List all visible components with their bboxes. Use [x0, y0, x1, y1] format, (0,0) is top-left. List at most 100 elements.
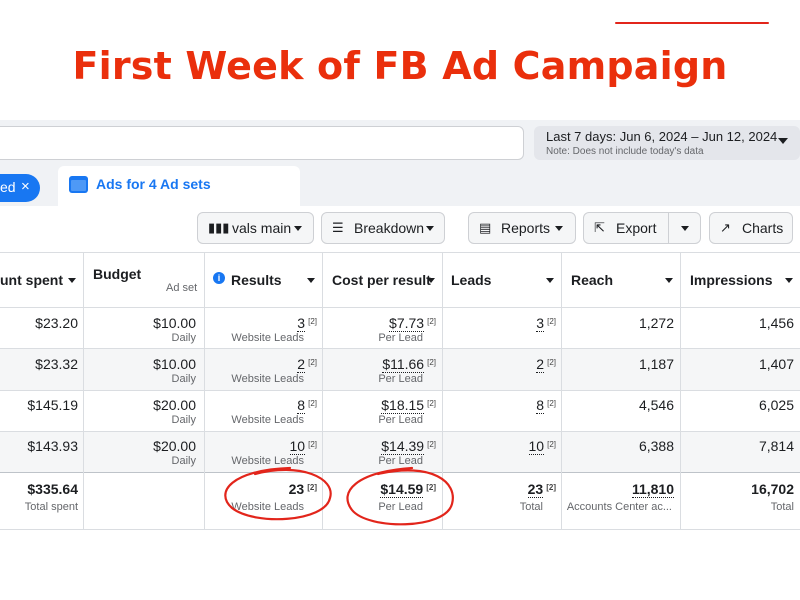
charts-label: Charts: [742, 220, 784, 236]
impressions-cell: 1,456: [758, 315, 794, 331]
column-header-reach[interactable]: Reach: [571, 272, 614, 288]
export-icon: ⇱: [594, 220, 605, 235]
budget-cell: $10.00: [153, 315, 196, 331]
cost-type-label: Per Lead: [378, 455, 423, 467]
reports-button[interactable]: ▤ Reports: [468, 212, 576, 244]
budget-cell: $20.00: [153, 397, 196, 413]
top-bar: Last 7 days: Jun 6, 2024 – Jun 12, 2024 …: [0, 120, 800, 166]
cost-per-result-cell[interactable]: $7.73 [2]: [389, 315, 436, 332]
amount-spent-cell: $23.20: [35, 315, 78, 331]
reach-cell: 6,388: [638, 438, 674, 454]
results-cell[interactable]: 10 [2]: [289, 438, 317, 455]
cost-type-label: Per Lead: [378, 332, 423, 344]
cost-per-result-cell[interactable]: $18.15 [2]: [381, 397, 436, 414]
total-results-label: Website Leads: [231, 501, 304, 513]
sort-caret-icon[interactable]: [665, 278, 673, 283]
columns-icon: ▮▮▮: [208, 220, 230, 235]
divider: [442, 252, 443, 530]
leads-cell[interactable]: 8 [2]: [536, 397, 556, 414]
leads-cell[interactable]: 10 [2]: [528, 438, 556, 455]
date-range-label: Last 7 days: Jun 6, 2024 – Jun 12, 2024: [546, 129, 778, 144]
close-icon[interactable]: ×: [21, 178, 30, 195]
budget-cell: $20.00: [153, 438, 196, 454]
chart-icon: ↗: [720, 220, 731, 235]
divider: [0, 307, 800, 308]
amount-spent-cell: $143.93: [27, 438, 78, 454]
date-range-picker[interactable]: Last 7 days: Jun 6, 2024 – Jun 12, 2024 …: [534, 126, 800, 160]
results-cell[interactable]: 3 [2]: [297, 315, 317, 332]
result-type-label: Website Leads: [231, 373, 304, 385]
cost-per-result-cell[interactable]: $11.66 [2]: [382, 356, 436, 373]
columns-label: vals main: [232, 220, 292, 236]
divider: [561, 252, 562, 530]
divider: [204, 252, 205, 530]
total-reach: 11,810: [631, 481, 674, 498]
total-reach-label: Accounts Center ac...: [566, 501, 672, 513]
tab-strip: ed × Ads for 4 Ad sets: [0, 166, 800, 206]
impressions-cell: 6,025: [758, 397, 794, 413]
columns-button[interactable]: ▮▮▮ vals main: [197, 212, 314, 244]
amount-spent-cell: $145.19: [27, 397, 78, 413]
total-amount-spent: $335.64: [27, 481, 78, 497]
column-header-amount-spent[interactable]: unt spent: [0, 272, 63, 288]
breakdown-label: Breakdown: [354, 220, 425, 236]
sort-caret-icon[interactable]: [307, 278, 315, 283]
cost-type-label: Per Lead: [378, 414, 423, 426]
chevron-down-icon: [778, 138, 788, 144]
sort-caret-icon[interactable]: [68, 278, 76, 283]
results-cell[interactable]: 2 [2]: [297, 356, 317, 373]
divider: [83, 252, 84, 530]
result-type-label: Website Leads: [231, 332, 304, 344]
leads-cell[interactable]: 3 [2]: [536, 315, 556, 332]
amount-spent-cell: $23.32: [35, 356, 78, 372]
divider: [0, 252, 800, 253]
impressions-cell: 1,407: [758, 356, 794, 372]
total-impressions-label: Total: [770, 501, 794, 513]
budget-cell: $10.00: [153, 356, 196, 372]
date-range-note: Note: Does not include today's data: [546, 146, 704, 157]
ads-manager-screenshot: Last 7 days: Jun 6, 2024 – Jun 12, 2024 …: [0, 120, 800, 540]
total-cost-per-result-label: Per Lead: [378, 501, 423, 513]
row-background: [0, 431, 800, 472]
total-cost-per-result: $14.59 [2]: [380, 481, 436, 498]
cost-per-result-cell[interactable]: $14.39 [2]: [381, 438, 436, 455]
search-input[interactable]: [0, 126, 524, 160]
sort-caret-icon[interactable]: [427, 278, 435, 283]
ads-icon: [69, 176, 88, 193]
export-button[interactable]: ⇱ Export: [583, 212, 701, 244]
tab-ads[interactable]: Ads for 4 Ad sets: [58, 166, 300, 206]
row-background: [0, 349, 800, 390]
charts-button[interactable]: ↗ Charts: [709, 212, 793, 244]
results-cell[interactable]: 8 [2]: [297, 397, 317, 414]
total-leads-label: Total: [519, 501, 543, 513]
reports-icon: ▤: [479, 220, 492, 235]
column-header-budget[interactable]: Budget: [93, 266, 142, 282]
breakdown-icon: ☰: [332, 220, 344, 235]
page-title: First Week of FB Ad Campaign: [72, 44, 728, 88]
column-header-leads[interactable]: Leads: [451, 272, 492, 288]
column-header-impressions[interactable]: Impressions: [690, 272, 773, 288]
reports-label: Reports: [501, 220, 551, 236]
divider: [668, 213, 669, 243]
column-header-cost-per-result[interactable]: Cost per result: [332, 272, 431, 288]
results-table: unt spent Budget Ad set i Results Cost p…: [0, 252, 800, 530]
budget-type-label: Daily: [171, 332, 196, 344]
chip-label: ed: [0, 179, 16, 195]
sort-caret-icon[interactable]: [785, 278, 793, 283]
budget-type-label: Daily: [171, 414, 196, 426]
divider: [0, 390, 800, 391]
impressions-cell: 7,814: [758, 438, 794, 454]
divider: [322, 252, 323, 530]
divider: [0, 529, 800, 530]
result-type-label: Website Leads: [231, 455, 304, 467]
selected-filter-chip[interactable]: ed ×: [0, 174, 40, 202]
chevron-down-icon: [426, 226, 434, 231]
sort-caret-icon[interactable]: [546, 278, 554, 283]
export-options-chevron-icon[interactable]: [681, 226, 689, 231]
divider: [0, 431, 800, 432]
tab-ads-label: Ads for 4 Ad sets: [96, 176, 211, 192]
leads-cell[interactable]: 2 [2]: [536, 356, 556, 373]
info-icon[interactable]: i: [213, 272, 225, 284]
column-header-results[interactable]: Results: [231, 272, 282, 288]
breakdown-button[interactable]: ☰ Breakdown: [321, 212, 445, 244]
